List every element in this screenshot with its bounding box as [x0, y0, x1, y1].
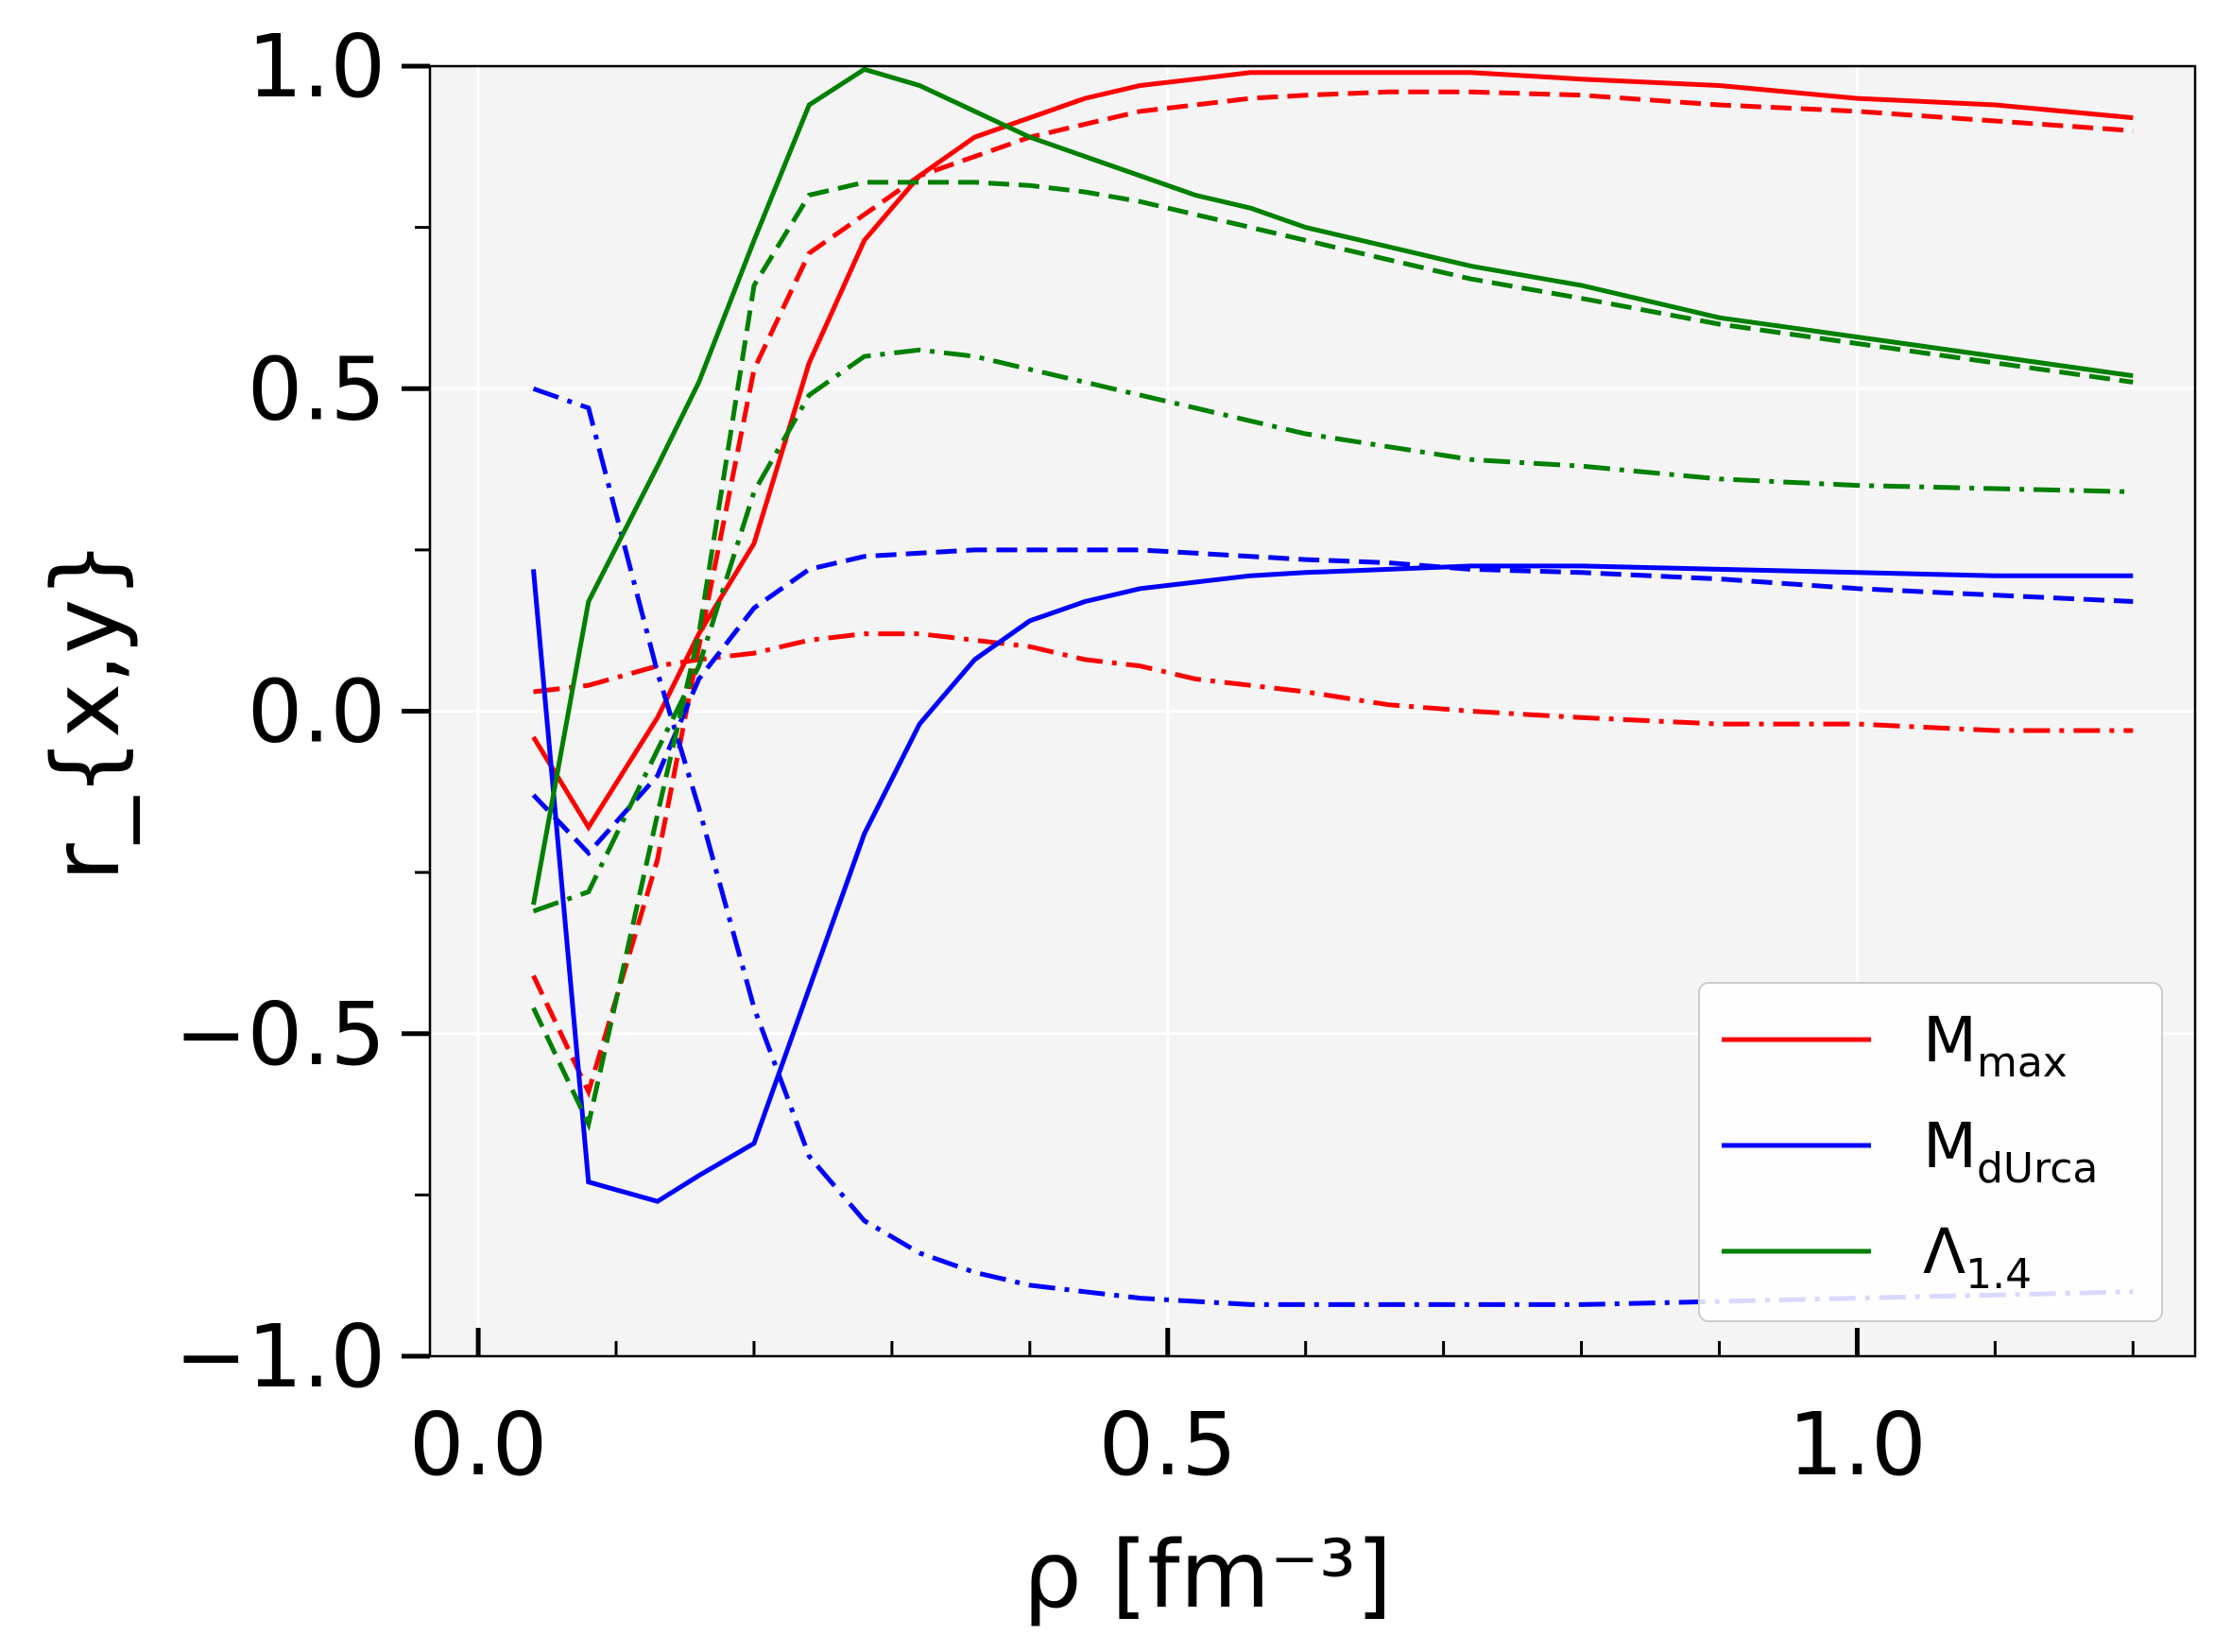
legend-label-0: Mmax: [1923, 1004, 2068, 1087]
legend-box: [1698, 982, 2163, 1322]
y-tick-label-3: 0.5: [248, 338, 386, 439]
series-mmax-dashed: [531, 89, 2134, 1099]
x-tick-label-0: 0.0: [409, 1394, 547, 1495]
series-mmax-solid: [531, 70, 2134, 833]
legend-label-2: Λ1.4: [1923, 1215, 2032, 1299]
y-tick-label-2: 0.0: [248, 662, 386, 763]
y-axis-label: r_{x,y}: [33, 540, 141, 881]
series-mmax-dashdot: [533, 631, 2134, 733]
x-tick-labels: 0.0 0.5 1.0: [409, 1394, 1927, 1495]
y-tick-label-0: −1.0: [175, 1306, 386, 1407]
series-mdurca-solid: [531, 563, 2134, 1204]
x-tick-label-2: 1.0: [1788, 1394, 1926, 1495]
y-tick-labels: −1.0 −0.5 0.0 0.5 1.0: [175, 16, 386, 1407]
series-mdurca-dashdot: [532, 386, 2134, 1307]
legend: Mmax MdUrca Λ1.4: [1698, 982, 2163, 1322]
series-lambda-dashed: [531, 180, 2134, 1131]
x-axis-label: ρ [fm⁻³]: [1023, 1522, 1393, 1629]
legend-label-1: MdUrca: [1923, 1110, 2098, 1193]
series-lambda-dashdot: [532, 347, 2134, 914]
y-tick-label-4: 1.0: [248, 16, 386, 117]
y-tick-label-1: −0.5: [175, 984, 386, 1085]
series-mdurca-dashed: [531, 547, 2134, 857]
series-lines: [531, 66, 2134, 1307]
svg-text:r_{x,y}: r_{x,y}: [33, 540, 141, 881]
x-tick-label-1: 0.5: [1099, 1394, 1237, 1495]
axis-ticks: [402, 63, 2135, 1359]
series-lambda-solid: [531, 66, 2134, 905]
